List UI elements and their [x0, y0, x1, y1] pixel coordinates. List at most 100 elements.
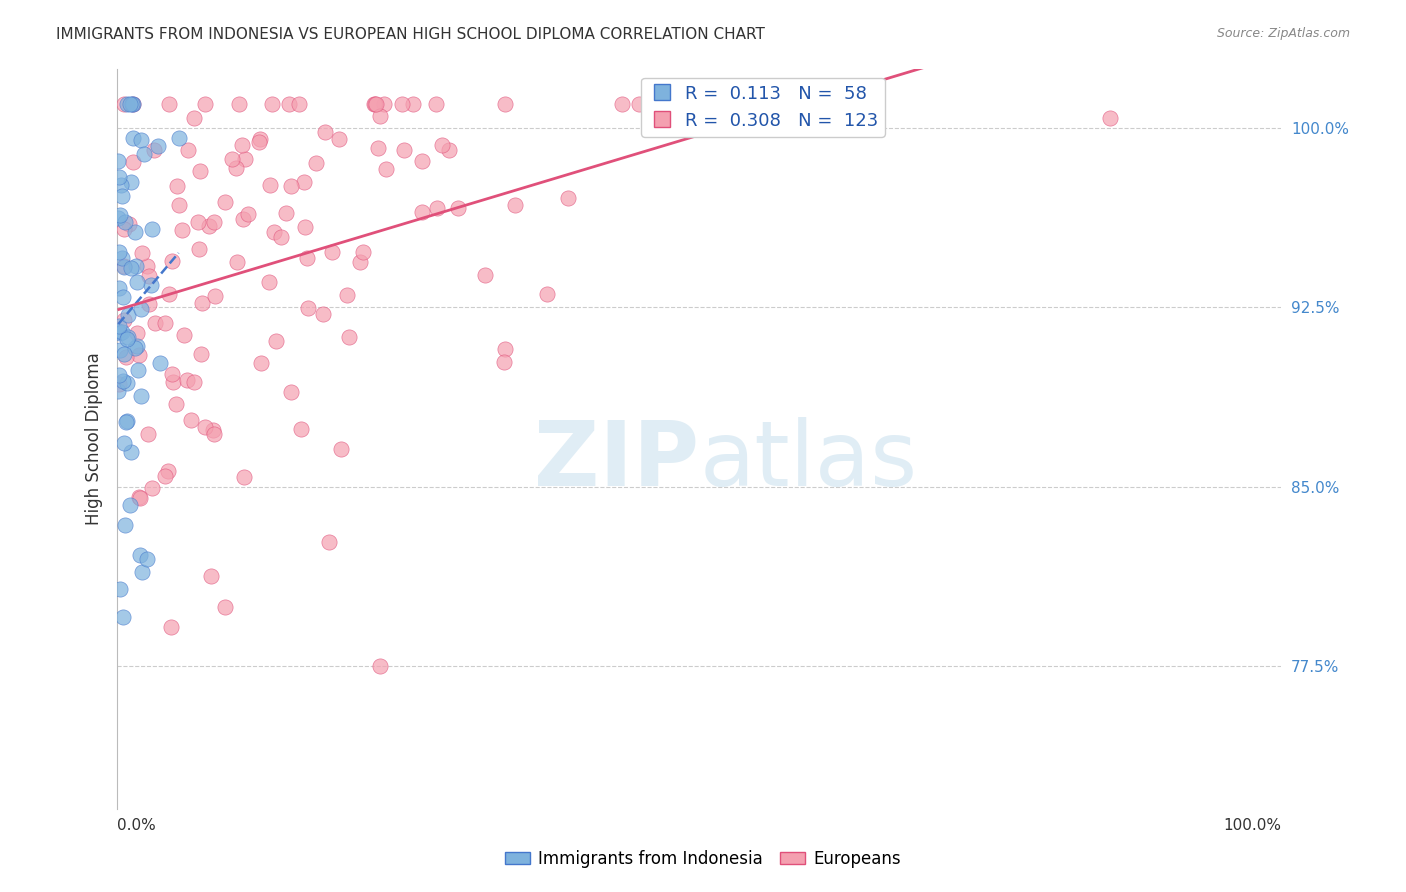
- Point: [188, 164, 211, 178]
- Point: [112, 260, 135, 275]
- Point: [111, 189, 134, 203]
- Point: [176, 373, 198, 387]
- Point: [112, 436, 135, 450]
- Point: [134, 146, 156, 161]
- Text: Source: ZipAtlas.com: Source: ZipAtlas.com: [1216, 27, 1350, 40]
- Point: [226, 254, 249, 268]
- Point: [117, 308, 139, 322]
- Point: [337, 330, 360, 344]
- Point: [112, 347, 135, 361]
- Point: [111, 290, 134, 304]
- Point: [141, 221, 163, 235]
- Point: [204, 289, 226, 303]
- Point: [157, 97, 180, 112]
- Point: [335, 288, 357, 302]
- Point: [180, 413, 202, 427]
- Point: [114, 415, 136, 429]
- Point: [131, 245, 153, 260]
- Point: [257, 275, 280, 289]
- Point: [125, 326, 148, 341]
- Point: [305, 155, 328, 169]
- Point: [138, 268, 160, 283]
- Point: [108, 368, 131, 382]
- Point: [173, 327, 195, 342]
- Point: [349, 255, 371, 269]
- Point: [157, 465, 180, 479]
- Point: [280, 385, 302, 400]
- Point: [131, 565, 153, 579]
- Point: [120, 498, 142, 512]
- Point: [128, 490, 150, 504]
- Point: [236, 207, 259, 221]
- Point: [446, 201, 468, 215]
- Point: [260, 97, 283, 112]
- Point: [160, 253, 183, 268]
- Point: [114, 351, 136, 365]
- Point: [474, 268, 496, 283]
- Point: [129, 389, 152, 403]
- Point: [191, 296, 214, 310]
- Point: [107, 324, 129, 338]
- Point: [149, 356, 172, 370]
- Point: [111, 325, 134, 339]
- Point: [367, 141, 389, 155]
- Point: [121, 97, 143, 112]
- Point: [392, 143, 415, 157]
- Point: [120, 260, 142, 275]
- Point: [290, 422, 312, 436]
- Point: [328, 132, 350, 146]
- Point: [143, 316, 166, 330]
- Point: [200, 569, 222, 583]
- Point: [124, 342, 146, 356]
- Point: [263, 225, 285, 239]
- Point: [401, 97, 423, 112]
- Point: [112, 313, 135, 327]
- Point: [159, 619, 181, 633]
- Point: [115, 376, 138, 390]
- Point: [363, 97, 385, 112]
- Point: [176, 143, 198, 157]
- Point: [536, 287, 558, 301]
- Point: [411, 205, 433, 219]
- Point: [190, 347, 212, 361]
- Point: [124, 225, 146, 239]
- Point: [557, 191, 579, 205]
- Point: [129, 302, 152, 317]
- Point: [270, 230, 292, 244]
- Point: [121, 155, 143, 169]
- Text: atlas: atlas: [699, 417, 917, 505]
- Point: [107, 318, 129, 333]
- Point: [153, 316, 176, 330]
- Point: [117, 330, 139, 344]
- Point: [121, 97, 143, 112]
- Point: [112, 375, 135, 389]
- Point: [122, 131, 145, 145]
- Point: [121, 97, 143, 112]
- Point: [228, 97, 250, 112]
- Point: [136, 552, 159, 566]
- Text: ZIP: ZIP: [534, 417, 699, 505]
- Point: [153, 468, 176, 483]
- Point: [162, 375, 184, 389]
- Point: [297, 301, 319, 316]
- Point: [391, 97, 413, 112]
- Point: [250, 356, 273, 370]
- Legend: Immigrants from Indonesia, Europeans: Immigrants from Indonesia, Europeans: [499, 844, 907, 875]
- Point: [330, 442, 353, 456]
- Point: [112, 259, 135, 273]
- Y-axis label: High School Diploma: High School Diploma: [86, 352, 103, 525]
- Point: [276, 206, 298, 220]
- Point: [426, 201, 449, 215]
- Point: [280, 178, 302, 193]
- Point: [373, 97, 395, 112]
- Point: [233, 153, 256, 167]
- Point: [138, 297, 160, 311]
- Point: [108, 280, 131, 294]
- Point: [141, 482, 163, 496]
- Point: [108, 377, 131, 392]
- Point: [375, 162, 398, 177]
- Point: [370, 109, 392, 123]
- Point: [221, 152, 243, 166]
- Point: [278, 97, 301, 112]
- Point: [183, 111, 205, 125]
